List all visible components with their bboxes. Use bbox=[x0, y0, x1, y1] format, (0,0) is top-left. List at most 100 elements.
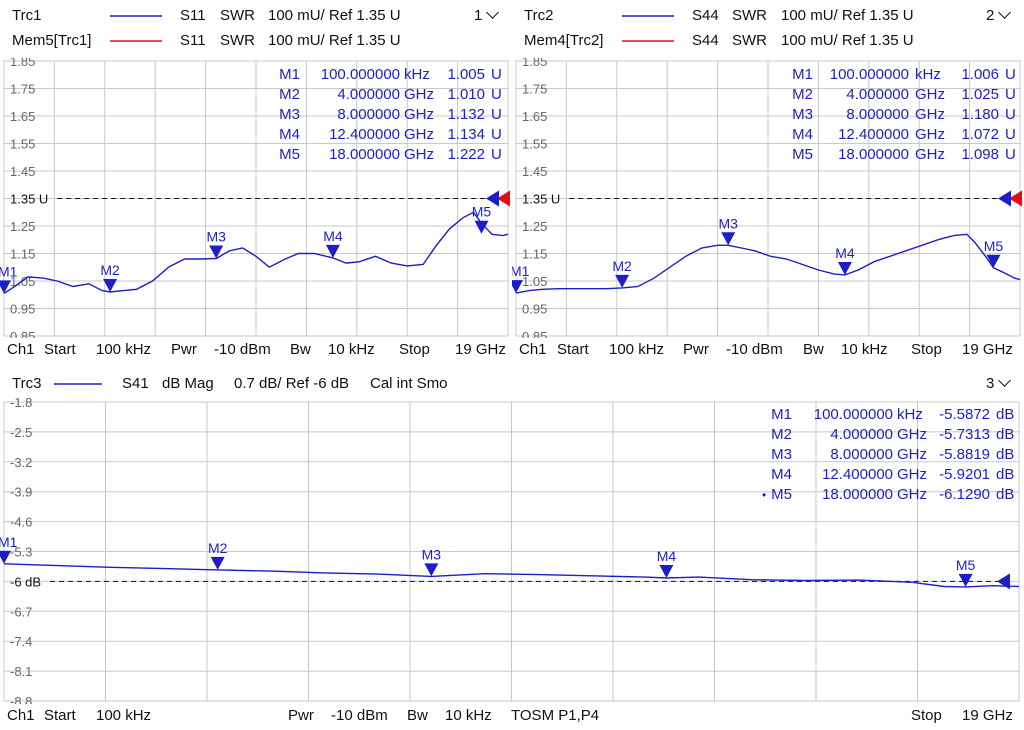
marker-table-row[interactable]: M2 4.000000 GHz -5.7313 dB bbox=[771, 426, 1014, 443]
plot-panel-1[interactable]: 1.851.751.651.551.451.35 U1.251.151.050.… bbox=[0, 58, 512, 338]
y-tick-label: -6.7 bbox=[10, 604, 32, 619]
memory-scale[interactable]: 100 mU/ Ref 1.35 U bbox=[268, 32, 401, 49]
memory-param[interactable]: S11 bbox=[180, 32, 206, 49]
marker-m5[interactable]: M5 bbox=[956, 557, 976, 587]
marker-table-value: 1.180 bbox=[961, 106, 999, 123]
plot-panel-2[interactable]: 1.85 1.75 1.65 1.55 1.45 1.35 U 1.25 1.15 1.05 0.… bbox=[512, 58, 1024, 338]
marker-m5[interactable]: M5 bbox=[984, 238, 1004, 268]
trace-param[interactable]: S41 bbox=[122, 375, 149, 392]
footer-pwr-value[interactable]: -10 dBm bbox=[214, 341, 271, 358]
trace-scale[interactable]: 100 mU/ Ref 1.35 U bbox=[781, 7, 914, 24]
footer-cal: TOSM P1,P4 bbox=[511, 707, 600, 724]
marker-m1[interactable]: M1 bbox=[0, 263, 18, 294]
marker-table-unit: GHz bbox=[915, 146, 945, 163]
footer-bw-value[interactable]: 10 kHz bbox=[841, 341, 888, 358]
footer-stop-value[interactable]: 19 GHz bbox=[455, 341, 506, 358]
trace-param[interactable]: S11 bbox=[180, 7, 206, 24]
trace-reference-arrow-icon[interactable] bbox=[997, 573, 1010, 590]
trace-name[interactable]: Trc2 bbox=[524, 7, 554, 24]
marker-table-row[interactable]: M5 18.000000 GHz 1.222 U bbox=[279, 146, 502, 163]
trace-scale[interactable]: 100 mU/ Ref 1.35 U bbox=[268, 7, 401, 24]
trace-scale[interactable]: 0.7 dB/ Ref -6 dB bbox=[234, 375, 350, 392]
footer-start-value[interactable]: 100 kHz bbox=[96, 341, 152, 358]
marker-triangle-icon bbox=[0, 280, 12, 294]
chevron-down-icon bbox=[486, 6, 500, 19]
memory-param[interactable]: S44 bbox=[692, 32, 719, 49]
marker-table-row[interactable]: M3 8.000000 GHz -5.8819 dB bbox=[771, 446, 1014, 463]
plot-panel-3[interactable]: -1.8 -2.5 -3.2 -3.9 -4.6 -5.3 -6 dB -6.7 -7.4 -8.… bbox=[0, 398, 1024, 704]
marker-m3[interactable]: M3 bbox=[422, 546, 442, 577]
marker-table-row[interactable]: M1 100.000000 kHz 1.006 U bbox=[792, 66, 1016, 83]
marker-m3[interactable]: M3 bbox=[718, 215, 738, 246]
footer-stop-value[interactable]: 19 GHz bbox=[962, 707, 1013, 724]
marker-m1[interactable]: M1 bbox=[0, 534, 18, 564]
marker-m4[interactable]: M4 bbox=[835, 245, 855, 275]
chevron-down-icon bbox=[998, 6, 1012, 19]
memory-scale[interactable]: 100 mU/ Ref 1.35 U bbox=[781, 32, 914, 49]
marker-table-freq: 8.000000 bbox=[846, 106, 909, 123]
footer-bw-value[interactable]: 10 kHz bbox=[445, 707, 492, 724]
marker-label: M4 bbox=[835, 245, 855, 261]
marker-m3[interactable]: M3 bbox=[206, 228, 226, 259]
marker-m1[interactable]: M1 bbox=[512, 263, 530, 294]
memory-format[interactable]: SWR bbox=[732, 32, 767, 49]
marker-m2[interactable]: M2 bbox=[208, 540, 228, 570]
marker-triangle-icon bbox=[103, 279, 118, 292]
memory-name[interactable]: Mem4[Trc2] bbox=[524, 32, 604, 49]
channel-selector[interactable]: 2 bbox=[986, 6, 1012, 24]
footer-bw-value[interactable]: 10 kHz bbox=[328, 341, 375, 358]
trace-line[interactable] bbox=[3, 211, 509, 294]
channel-selector[interactable]: 1 bbox=[474, 6, 500, 24]
marker-m2[interactable]: M2 bbox=[100, 262, 120, 292]
marker-table-row[interactable]: M3 8.000000 GHz 1.132 U bbox=[279, 106, 502, 123]
footer-start-label: Start bbox=[44, 341, 76, 358]
footer-start-value[interactable]: 100 kHz bbox=[96, 707, 152, 724]
marker-table-freq: 100.000000 bbox=[321, 66, 400, 83]
marker-table-row[interactable]: M4 12.400000 GHz 1.072 U bbox=[792, 126, 1016, 143]
marker-triangle-icon bbox=[659, 564, 674, 578]
marker-table-row[interactable]: M3 8.000000 GHz 1.180 U bbox=[792, 106, 1016, 123]
y-tick-label: 1.35 U bbox=[522, 192, 560, 207]
y-tick-label: 1.75 bbox=[10, 82, 35, 97]
memory-reference-arrow-icon[interactable] bbox=[497, 190, 510, 207]
marker-table-row[interactable]: M1 100.000000 kHz 1.005 U bbox=[279, 66, 502, 83]
marker-table-row[interactable]: M4 12.400000 GHz 1.134 U bbox=[279, 126, 502, 143]
marker-m4[interactable]: M4 bbox=[657, 548, 677, 578]
marker-table-row[interactable]: M2 4.000000 GHz 1.025 U bbox=[792, 86, 1016, 103]
marker-table-name: M1 bbox=[279, 66, 300, 83]
marker-table-row[interactable]: M2 4.000000 GHz 1.010 U bbox=[279, 86, 502, 103]
marker-m2[interactable]: M2 bbox=[612, 258, 632, 288]
trace-format[interactable]: SWR bbox=[220, 7, 255, 24]
marker-m5[interactable]: M5 bbox=[472, 204, 492, 234]
memory-name[interactable]: Mem5[Trc1] bbox=[12, 32, 92, 49]
trace-param[interactable]: S44 bbox=[692, 7, 719, 24]
trace-format[interactable]: dB Mag bbox=[162, 375, 214, 392]
trace-line[interactable] bbox=[3, 563, 1020, 588]
trace-name[interactable]: Trc1 bbox=[12, 7, 42, 24]
marker-table-freq: 4.000000 bbox=[337, 86, 400, 103]
trace-format[interactable]: SWR bbox=[732, 7, 767, 24]
marker-table-unit: GHz bbox=[404, 86, 434, 103]
footer-pwr-value[interactable]: -10 dBm bbox=[726, 341, 783, 358]
marker-table-row[interactable]: M5 18.000000 GHz 1.098 U bbox=[792, 146, 1016, 163]
channel-index: 2 bbox=[986, 7, 995, 24]
memory-format[interactable]: SWR bbox=[220, 32, 255, 49]
marker-m4[interactable]: M4 bbox=[323, 228, 343, 258]
marker-table-freq: 4.000000 bbox=[830, 426, 893, 443]
trace-reference-arrow-icon[interactable] bbox=[998, 190, 1011, 207]
channel-selector[interactable]: 3 bbox=[986, 374, 1012, 392]
y-tick-label: 0.85 bbox=[522, 329, 547, 338]
trace-reference-arrow-icon[interactable] bbox=[486, 190, 499, 207]
marker-table-row[interactable]: M4 12.400000 GHz -5.9201 dB bbox=[771, 466, 1014, 483]
memory-reference-arrow-icon[interactable] bbox=[1009, 190, 1022, 207]
footer-stop-value[interactable]: 19 GHz bbox=[962, 341, 1013, 358]
footer-start-value[interactable]: 100 kHz bbox=[609, 341, 665, 358]
trace-line[interactable] bbox=[515, 233, 1021, 294]
marker-label: M5 bbox=[984, 238, 1004, 254]
y-tick-label: -6 dB bbox=[10, 574, 41, 589]
trace-name[interactable]: Trc3 bbox=[12, 375, 42, 392]
marker-table-unit: GHz bbox=[404, 146, 434, 163]
marker-table-row[interactable]: M5 18.000000 GHz -6.1290 dB • bbox=[762, 486, 1014, 503]
marker-table-row[interactable]: M1 100.000000 kHz -5.5872 dB bbox=[771, 406, 1014, 423]
footer-pwr-value[interactable]: -10 dBm bbox=[331, 707, 388, 724]
